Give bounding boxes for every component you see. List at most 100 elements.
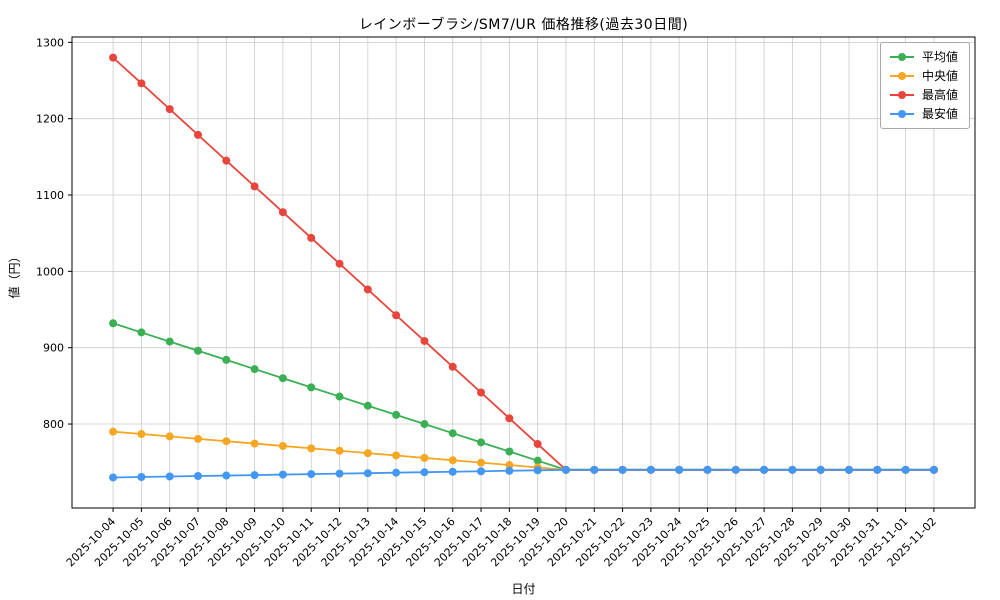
- data-point: [363, 469, 372, 478]
- chart-title: レインボーブラシ/SM7/UR 価格推移(過去30日間): [358, 17, 689, 33]
- data-point: [392, 410, 401, 419]
- legend-item-average: 平均値: [889, 50, 958, 64]
- data-point: [250, 182, 259, 191]
- data-point: [420, 453, 429, 462]
- data-point: [505, 466, 514, 475]
- data-point: [109, 473, 118, 482]
- data-point: [307, 383, 316, 392]
- data-point: [137, 328, 146, 337]
- data-point: [533, 456, 542, 465]
- series-3: [109, 465, 938, 482]
- data-point: [165, 105, 174, 114]
- legend-marker-median: [889, 72, 914, 80]
- data-point: [193, 130, 202, 139]
- data-point: [109, 319, 118, 328]
- data-point: [477, 388, 486, 397]
- data-point: [307, 444, 316, 453]
- data-point: [335, 446, 344, 455]
- data-point: [109, 427, 118, 436]
- legend-label-max: 最高値: [921, 88, 958, 102]
- y-tick-label: 800: [43, 418, 64, 431]
- series-1: [109, 427, 938, 474]
- y-tick-label: 1200: [36, 113, 64, 126]
- data-point: [278, 208, 287, 217]
- data-point: [505, 461, 514, 470]
- data-point: [193, 434, 202, 443]
- legend-label-min: 最安値: [921, 107, 958, 121]
- data-point: [760, 465, 769, 474]
- data-point: [816, 465, 825, 474]
- data-point: [392, 451, 401, 460]
- data-point: [561, 465, 570, 474]
- data-point: [222, 156, 231, 165]
- data-point: [335, 392, 344, 401]
- chart-legend: 平均値 中央値 最高値 最安値: [879, 42, 970, 129]
- series-0: [109, 319, 938, 474]
- data-point: [250, 365, 259, 374]
- data-point: [901, 465, 910, 474]
- data-point: [278, 470, 287, 479]
- data-point: [250, 471, 259, 480]
- data-point: [448, 429, 457, 438]
- y-tick-label: 1000: [36, 265, 64, 278]
- data-point: [929, 465, 938, 474]
- legend-marker-average: [889, 53, 914, 61]
- data-point: [448, 467, 457, 476]
- data-point: [165, 337, 174, 346]
- legend-marker-min: [889, 110, 914, 118]
- data-point: [618, 465, 627, 474]
- y-tick-label: 900: [43, 342, 64, 355]
- x-axis-label: 日付: [511, 582, 536, 596]
- data-point: [307, 470, 316, 479]
- data-point: [533, 466, 542, 475]
- data-point: [477, 467, 486, 476]
- y-axis-label: 値（円）: [7, 250, 22, 299]
- data-point: [590, 465, 599, 474]
- data-point: [250, 439, 259, 448]
- legend-item-median: 中央値: [889, 69, 958, 83]
- data-point: [278, 441, 287, 450]
- legend-item-max: 最高値: [889, 88, 958, 102]
- data-point: [448, 362, 457, 371]
- data-point: [193, 346, 202, 355]
- legend-label-average: 平均値: [921, 50, 958, 64]
- data-point: [703, 465, 712, 474]
- data-point: [193, 472, 202, 481]
- data-point: [222, 471, 231, 480]
- legend-item-min: 最安値: [889, 107, 958, 121]
- data-point: [420, 468, 429, 477]
- data-point: [675, 465, 684, 474]
- data-point: [363, 285, 372, 294]
- data-point: [137, 79, 146, 88]
- data-point: [363, 401, 372, 410]
- series-2: [109, 53, 938, 474]
- data-point: [363, 449, 372, 458]
- legend-marker-max: [889, 91, 914, 99]
- data-point: [137, 430, 146, 439]
- data-point: [505, 447, 514, 456]
- data-point: [165, 472, 174, 481]
- data-point: [109, 53, 118, 62]
- plot-border: [71, 36, 976, 509]
- data-point: [477, 458, 486, 467]
- data-point: [731, 465, 740, 474]
- data-point: [477, 438, 486, 447]
- data-point: [278, 374, 287, 383]
- data-point: [222, 355, 231, 364]
- data-point: [137, 473, 146, 482]
- data-point: [165, 432, 174, 441]
- data-point: [533, 440, 542, 449]
- data-point: [788, 465, 797, 474]
- data-point: [873, 465, 882, 474]
- axis-ticks: 80090010001100120013002025-10-042025-10-…: [36, 36, 939, 569]
- legend-label-median: 中央値: [921, 69, 958, 83]
- data-point: [222, 437, 231, 446]
- data-point: [505, 414, 514, 423]
- data-point: [335, 259, 344, 268]
- data-point: [307, 233, 316, 242]
- y-tick-label: 1300: [36, 36, 64, 49]
- data-point: [646, 465, 655, 474]
- data-point: [420, 336, 429, 345]
